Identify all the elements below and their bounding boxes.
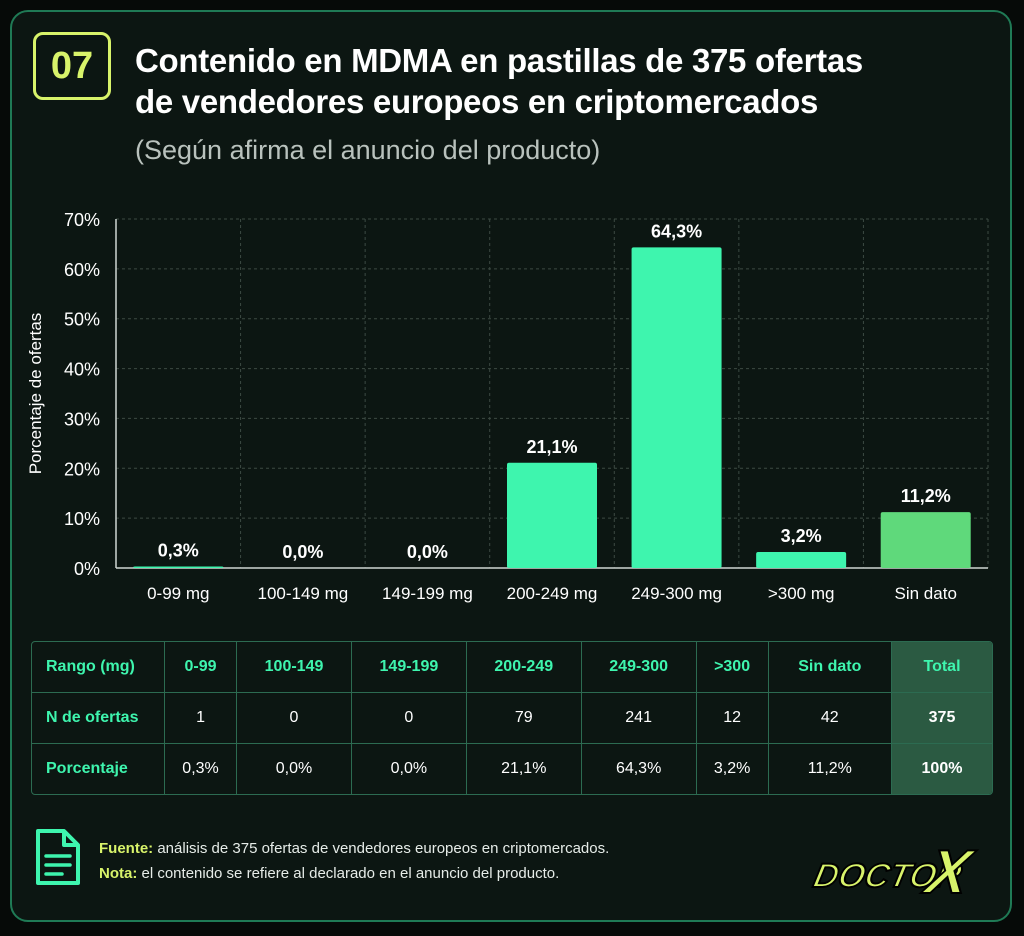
table-column-header: 149-199: [351, 642, 467, 693]
table-column-header: 0-99: [165, 642, 238, 693]
source-note: Fuente: análisis de 375 ofertas de vende…: [99, 836, 609, 861]
y-tick-label: 50%: [64, 310, 100, 330]
table-total-cell: 100%: [892, 744, 992, 794]
y-tick-label: 10%: [64, 509, 100, 529]
bar-value-label: 11,2%: [901, 486, 951, 506]
y-tick-label: 70%: [64, 210, 100, 230]
y-tick-label: 60%: [64, 260, 100, 280]
doctor-x-logo: DOCTOR X: [809, 837, 981, 900]
footnotes: Fuente: análisis de 375 ofertas de vende…: [99, 836, 609, 886]
bar-chart: 0% 10% 20% 30% 40% 50% 60% 70% Porcentaje de ofe…: [26, 210, 989, 603]
bar-value-label: 3,2%: [781, 526, 822, 546]
bar: [880, 512, 971, 568]
bar-value-label: 21,1%: [526, 437, 577, 457]
note: Nota: el contenido se refiere al declara…: [99, 861, 609, 886]
x-tick-label: 149-199 mg: [382, 584, 473, 603]
bar: [507, 462, 597, 568]
table-total-cell: 375: [892, 693, 992, 744]
data-table: Rango (mg) 0-99 100-149 149-199 200-249 249-3…: [31, 641, 993, 795]
y-tick-label: 30%: [64, 409, 100, 429]
title-line-1: Contenido en MDMA en pastillas de 375 of…: [135, 42, 863, 79]
source-label: Fuente:: [99, 840, 154, 857]
table-cell: 0,0%: [237, 744, 352, 794]
table-header-row: Rango (mg) 0-99 100-149 149-199 200-249 249-3…: [32, 642, 992, 693]
bar-value-label: 64,3%: [651, 221, 702, 241]
x-tick-label: >300 mg: [768, 584, 835, 603]
note-text: el contenido se refiere al declarado en …: [137, 865, 560, 882]
table-cell: 0: [237, 693, 352, 744]
bar: [631, 247, 722, 568]
table-cell: 11,2%: [769, 744, 892, 794]
x-tick-label: Sin dato: [895, 584, 957, 603]
table-row-label: N de ofertas: [32, 693, 165, 744]
y-axis-title: Porcentaje de ofertas: [26, 313, 45, 475]
table-cell: 0: [351, 693, 467, 744]
table-cell: 21,1%: [467, 744, 582, 794]
table-cell: 64,3%: [582, 744, 697, 794]
note-label: Nota:: [99, 865, 138, 882]
x-tick-label: 0-99 mg: [147, 584, 209, 603]
table-cell: 3,2%: [697, 744, 769, 794]
table-cell: 0,3%: [165, 744, 238, 794]
table-cell: 12: [696, 693, 769, 744]
bar: [133, 566, 224, 568]
table-cell: 1: [165, 693, 238, 744]
chart-subtitle: (Según afirma el anuncio del producto): [135, 135, 601, 165]
table-row: Porcentaje 0,3% 0,0% 0,0% 21,1% 64,3% 3,2% 11,2…: [32, 744, 992, 794]
table-cell: 0,0%: [352, 744, 467, 794]
chart-title: Contenido en MDMA en pastillas de 375 of…: [135, 40, 995, 122]
table-column-header: 100-149: [237, 642, 352, 693]
table-row-label: Porcentaje: [32, 744, 165, 794]
x-tick-label: 249-300 mg: [631, 584, 722, 603]
table-column-header: >300: [696, 642, 769, 693]
x-tick-label: 100-149 mg: [257, 584, 348, 603]
table-cell: 241: [581, 693, 697, 744]
table-cell: 42: [768, 693, 892, 744]
table-column-header: 249-300: [581, 642, 697, 693]
table-total-header: Total: [892, 642, 992, 693]
table-column-header: Sin dato: [768, 642, 892, 693]
x-tick-label: 200-249 mg: [507, 584, 598, 603]
source-text: análisis de 375 ofertas de vendedores eu…: [153, 840, 610, 857]
chart-number-badge: 07: [33, 32, 111, 100]
table-column-header: 200-249: [466, 642, 582, 693]
logo-text: DOCTOR: [810, 857, 965, 895]
table-row: N de ofertas 1 0 0 79 241 12 42 375: [32, 693, 992, 744]
y-tick-label: 40%: [64, 360, 100, 380]
table-header-label: Rango (mg): [32, 642, 165, 693]
bar-value-label: 0,0%: [282, 542, 323, 562]
table-cell: 79: [466, 693, 582, 744]
title-line-2: de vendedores europeos en criptomercados: [135, 83, 819, 120]
bar: [756, 552, 847, 568]
y-tick-label: 0%: [74, 559, 100, 579]
bar-value-label: 0,0%: [407, 542, 448, 562]
bar-value-label: 0,3%: [158, 541, 199, 561]
document-icon: [36, 829, 80, 885]
y-tick-label: 20%: [64, 459, 100, 479]
